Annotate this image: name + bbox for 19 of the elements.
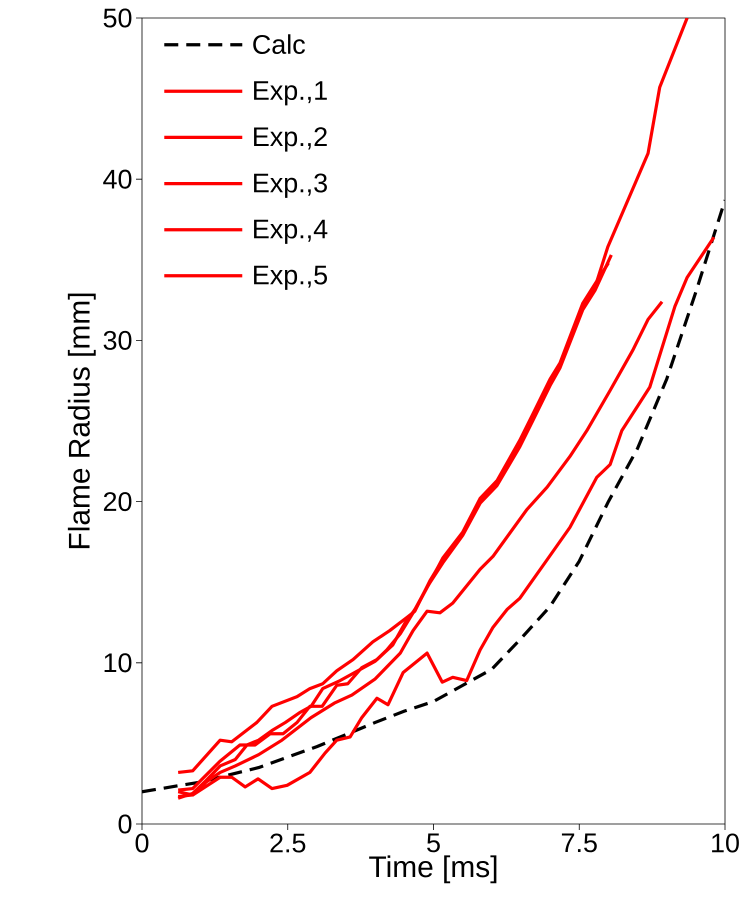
- legend-label: Exp.,1: [254, 81, 327, 106]
- x-tick-label: 10: [712, 834, 739, 853]
- y-tick-label: 50: [104, 8, 132, 28]
- y-tick-label: 40: [103, 170, 132, 189]
- legend-label: Exp.,2: [254, 127, 327, 152]
- legend-label: Exp.,5: [254, 266, 327, 290]
- x-tick-label: 2.5: [270, 834, 306, 853]
- y-axis-title: Flame Radius [mm]: [68, 294, 96, 548]
- y-tick-label: 20: [104, 492, 132, 512]
- x-axis-title: Time [ms]: [369, 855, 496, 884]
- legend-label: Calc: [253, 34, 305, 54]
- legend-label: Exp.,4: [254, 220, 328, 244]
- x-tick-label: 7.5: [562, 834, 597, 852]
- y-tick-label: 10: [104, 653, 132, 672]
- x-tick-label: 0: [136, 834, 148, 853]
- x-tick-label: 5: [427, 834, 440, 852]
- y-tick-label: 30: [104, 330, 132, 350]
- y-tick-label: 0: [118, 814, 132, 834]
- legend-label: Exp.,3: [254, 173, 327, 198]
